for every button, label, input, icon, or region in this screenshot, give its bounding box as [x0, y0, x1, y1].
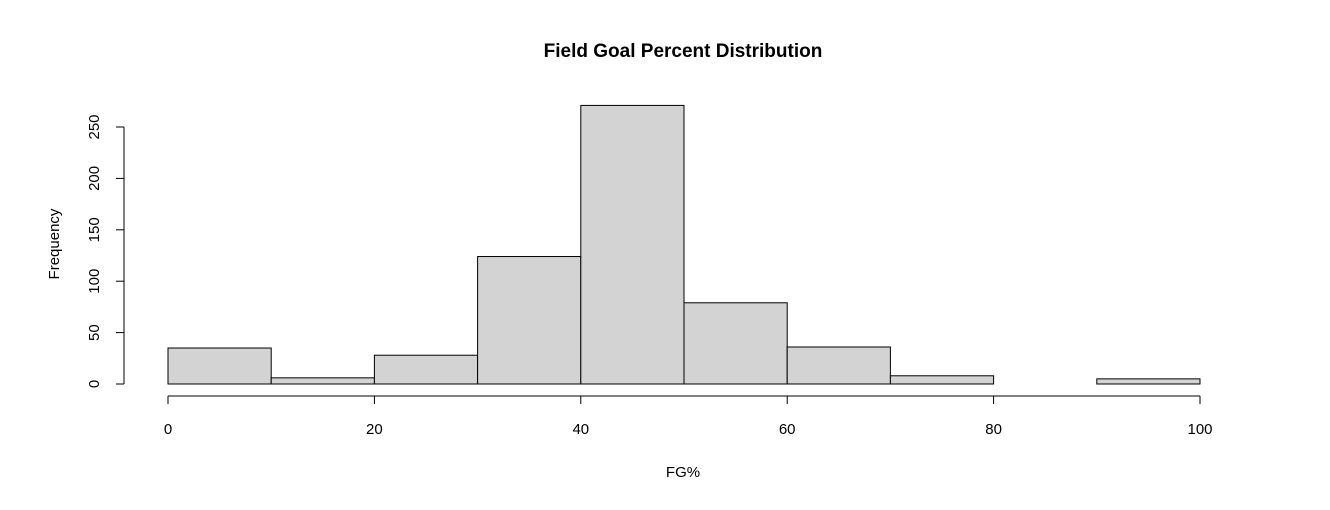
- x-tick-label-0: 0: [164, 421, 172, 438]
- histogram-bar-50-60: [683, 302, 788, 385]
- histogram-bar-20-30: [373, 354, 479, 385]
- y-axis-label: Frequency: [46, 208, 63, 279]
- y-axis: 0 50 100 150 200 250: [86, 114, 125, 388]
- x-axis-label: FG%: [666, 464, 700, 481]
- histogram-bar-0-10: [167, 347, 272, 385]
- y-tick-label-150: 150: [86, 217, 103, 242]
- histogram-bar-40-50: [580, 104, 685, 385]
- histogram-bar-30-40: [477, 256, 582, 385]
- histogram-bar-10-20: [270, 377, 375, 385]
- bars-group: [167, 104, 1201, 385]
- x-tick-label-60: 60: [779, 421, 796, 438]
- chart-title: Field Goal Percent Distribution: [544, 41, 823, 62]
- x-tick-label-20: 20: [366, 421, 383, 438]
- y-tick-label-100: 100: [86, 269, 103, 294]
- y-tick-label-0: 0: [86, 380, 103, 388]
- x-tick-label-40: 40: [572, 421, 589, 438]
- x-tick-label-80: 80: [985, 421, 1002, 438]
- x-axis: 0 20 40 60 80 100: [164, 395, 1213, 438]
- histogram-bar-60-70: [786, 346, 891, 385]
- y-tick-label-200: 200: [86, 166, 103, 191]
- x-tick-label-100: 100: [1187, 421, 1212, 438]
- y-tick-label-50: 50: [86, 324, 103, 341]
- y-tick-label-250: 250: [86, 114, 103, 139]
- histogram-bar-70-80: [889, 375, 995, 385]
- histogram-bar-90-100: [1096, 378, 1201, 385]
